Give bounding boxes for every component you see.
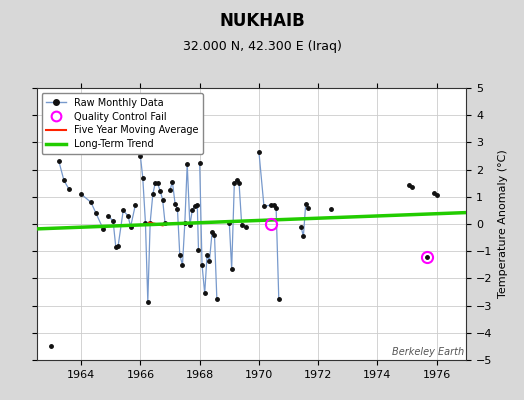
Text: 32.000 N, 42.300 E (Iraq): 32.000 N, 42.300 E (Iraq) [182, 40, 342, 53]
Text: NUKHAIB: NUKHAIB [219, 12, 305, 30]
Legend: Raw Monthly Data, Quality Control Fail, Five Year Moving Average, Long-Term Tren: Raw Monthly Data, Quality Control Fail, … [41, 93, 203, 154]
Y-axis label: Temperature Anomaly (°C): Temperature Anomaly (°C) [498, 150, 508, 298]
Text: Berkeley Earth: Berkeley Earth [392, 347, 464, 357]
